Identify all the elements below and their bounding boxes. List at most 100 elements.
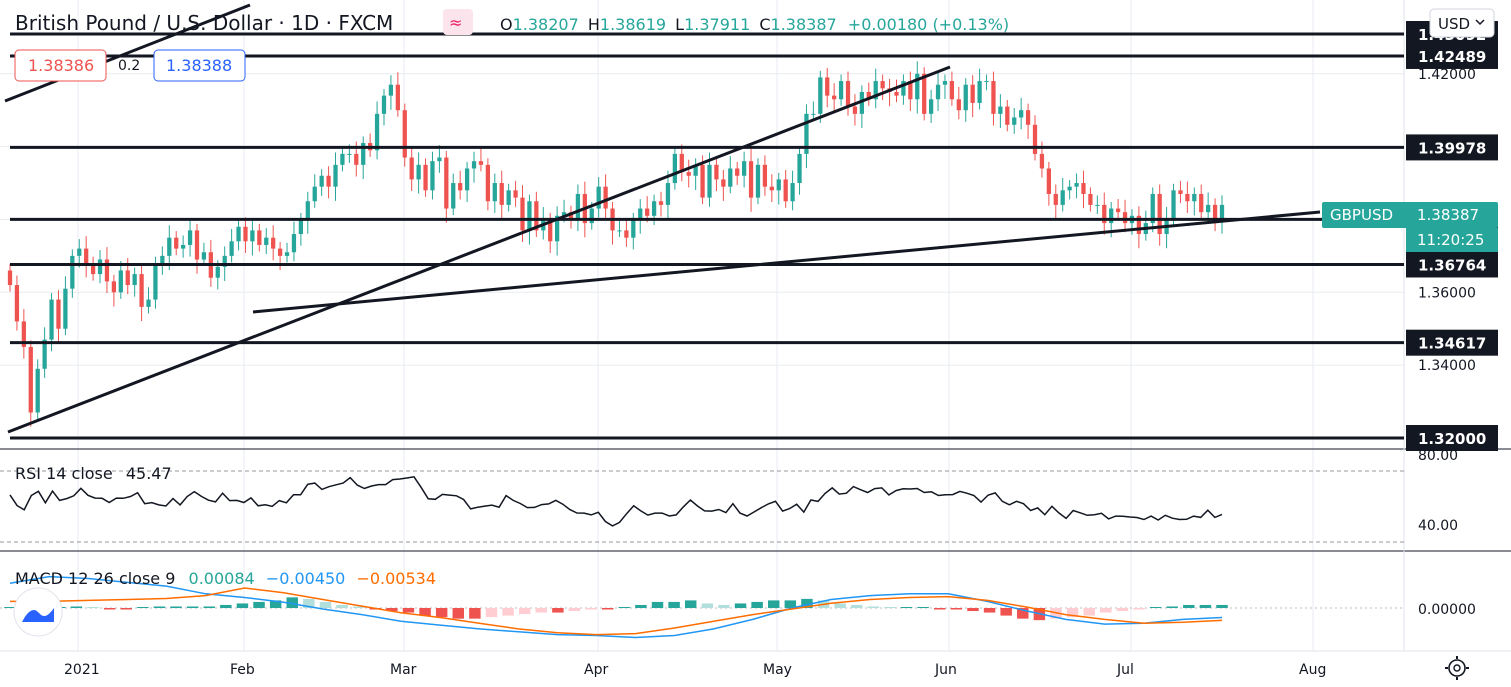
candle[interactable] bbox=[804, 104, 809, 169]
candle[interactable] bbox=[1178, 180, 1183, 204]
candle[interactable] bbox=[1143, 210, 1148, 241]
settings-button[interactable] bbox=[1445, 656, 1469, 680]
candle[interactable] bbox=[174, 231, 179, 256]
candle[interactable] bbox=[894, 79, 899, 103]
trendline-support[interactable] bbox=[252, 210, 1321, 314]
candle[interactable] bbox=[305, 191, 310, 234]
candle[interactable] bbox=[21, 309, 26, 359]
candle[interactable] bbox=[963, 78, 968, 122]
candle[interactable] bbox=[638, 199, 643, 234]
candle[interactable] bbox=[243, 217, 248, 253]
trendline-upper-left[interactable] bbox=[4, 3, 251, 103]
candle[interactable] bbox=[762, 155, 768, 196]
candle[interactable] bbox=[1185, 181, 1190, 213]
candle[interactable] bbox=[665, 170, 671, 220]
candle[interactable] bbox=[181, 235, 186, 258]
candle[interactable] bbox=[832, 83, 837, 114]
candle[interactable] bbox=[250, 218, 255, 256]
candle[interactable] bbox=[728, 156, 733, 194]
sell-button[interactable]: 1.38386 bbox=[14, 49, 107, 82]
candle[interactable] bbox=[146, 287, 151, 314]
candle[interactable] bbox=[534, 191, 539, 237]
candle[interactable] bbox=[257, 223, 262, 252]
candle[interactable] bbox=[603, 174, 608, 221]
indicator-icon[interactable]: ≈ bbox=[449, 13, 462, 32]
candle[interactable] bbox=[776, 172, 781, 205]
candle[interactable] bbox=[1206, 192, 1211, 222]
candle[interactable] bbox=[859, 85, 864, 129]
candle[interactable] bbox=[340, 147, 345, 172]
candle[interactable] bbox=[949, 71, 955, 106]
candle[interactable] bbox=[811, 101, 816, 121]
candle[interactable] bbox=[485, 158, 491, 211]
candle[interactable] bbox=[1088, 187, 1093, 212]
candle[interactable] bbox=[1046, 161, 1051, 206]
candle[interactable] bbox=[679, 144, 684, 182]
candle[interactable] bbox=[319, 169, 324, 196]
candle[interactable] bbox=[984, 74, 989, 91]
candle[interactable] bbox=[167, 225, 172, 271]
candle[interactable] bbox=[970, 75, 975, 118]
candle[interactable] bbox=[381, 89, 387, 126]
candle[interactable] bbox=[1081, 170, 1086, 209]
candle[interactable] bbox=[1212, 198, 1218, 232]
candle[interactable] bbox=[499, 170, 504, 220]
candle[interactable] bbox=[90, 256, 96, 281]
candle[interactable] bbox=[35, 359, 40, 420]
candle[interactable] bbox=[28, 340, 33, 427]
candlestick-series[interactable] bbox=[7, 61, 1225, 427]
candle[interactable] bbox=[575, 184, 581, 232]
candle[interactable] bbox=[506, 183, 511, 212]
candle[interactable] bbox=[735, 161, 740, 185]
candle[interactable] bbox=[478, 148, 484, 172]
candle[interactable] bbox=[458, 170, 463, 200]
candle[interactable] bbox=[721, 169, 726, 201]
candle[interactable] bbox=[769, 174, 774, 202]
candle[interactable] bbox=[977, 68, 982, 110]
candle[interactable] bbox=[1005, 99, 1010, 132]
candle[interactable] bbox=[1102, 192, 1107, 235]
candle[interactable] bbox=[783, 169, 788, 208]
candle[interactable] bbox=[1150, 187, 1155, 233]
candle[interactable] bbox=[160, 246, 165, 275]
candle[interactable] bbox=[748, 148, 754, 212]
horizontal-levels[interactable] bbox=[10, 32, 1404, 440]
candle[interactable] bbox=[298, 212, 304, 246]
candle[interactable] bbox=[229, 228, 234, 263]
candle[interactable] bbox=[790, 170, 795, 211]
candle[interactable] bbox=[1067, 180, 1072, 200]
candle[interactable] bbox=[1074, 173, 1079, 199]
macd-pane[interactable] bbox=[0, 575, 1404, 639]
candle[interactable] bbox=[838, 74, 844, 106]
candle[interactable] bbox=[1025, 103, 1031, 139]
candle[interactable] bbox=[1053, 184, 1058, 220]
candle[interactable] bbox=[444, 150, 449, 223]
chart-logo-button[interactable] bbox=[13, 587, 63, 637]
candle[interactable] bbox=[409, 148, 414, 192]
candle[interactable] bbox=[97, 250, 103, 284]
candle[interactable] bbox=[264, 228, 269, 255]
candle[interactable] bbox=[658, 191, 664, 217]
candle[interactable] bbox=[1019, 97, 1024, 130]
candle[interactable] bbox=[998, 94, 1003, 129]
candle[interactable] bbox=[104, 247, 110, 294]
candle[interactable] bbox=[395, 72, 400, 117]
candle[interactable] bbox=[437, 145, 442, 173]
candle[interactable] bbox=[624, 218, 629, 247]
candle[interactable] bbox=[1157, 184, 1162, 246]
candle[interactable] bbox=[284, 242, 290, 263]
candle[interactable] bbox=[755, 158, 761, 205]
candle[interactable] bbox=[451, 173, 456, 216]
candle[interactable] bbox=[935, 72, 941, 111]
candle[interactable] bbox=[1192, 187, 1197, 216]
candle[interactable] bbox=[554, 206, 560, 256]
candle[interactable] bbox=[845, 71, 851, 116]
rsi-line[interactable] bbox=[9, 475, 1223, 527]
candle[interactable] bbox=[430, 151, 435, 200]
candle[interactable] bbox=[1095, 195, 1100, 215]
candle[interactable] bbox=[1122, 199, 1128, 233]
indicator-badge[interactable]: ≈ bbox=[443, 9, 473, 35]
candle[interactable] bbox=[84, 236, 89, 278]
candle[interactable] bbox=[672, 147, 678, 190]
candle[interactable] bbox=[866, 82, 871, 106]
